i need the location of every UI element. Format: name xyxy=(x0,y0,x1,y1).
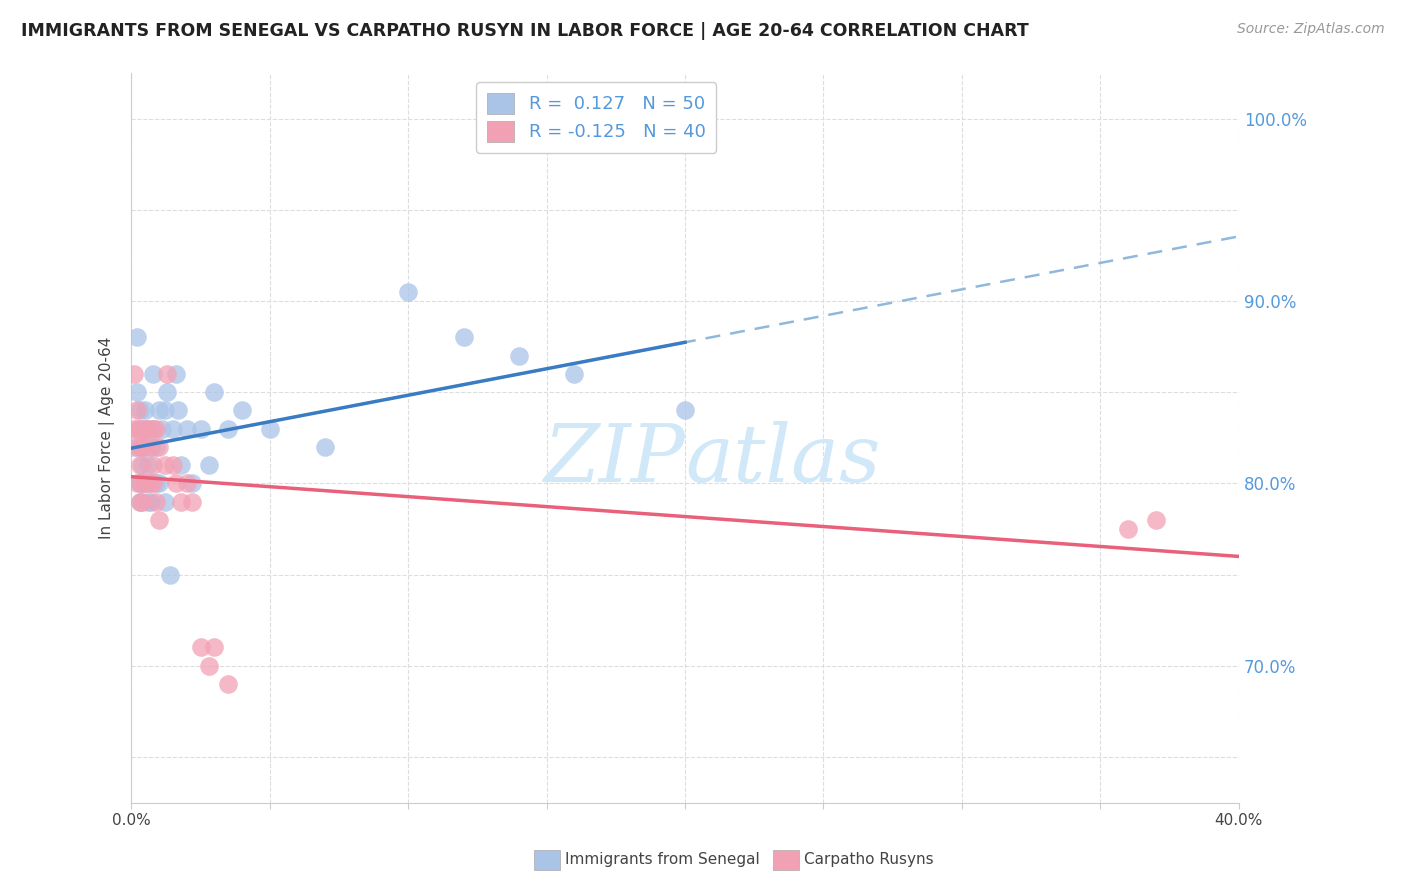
Point xyxy=(128,403,150,417)
Point xyxy=(134,440,156,454)
Point xyxy=(128,422,150,436)
Point xyxy=(148,440,170,454)
Point xyxy=(125,476,148,491)
Point xyxy=(314,440,336,454)
Point xyxy=(139,494,162,508)
Point xyxy=(673,403,696,417)
Point xyxy=(453,330,475,344)
Point xyxy=(159,567,181,582)
Point xyxy=(134,422,156,436)
Point xyxy=(139,476,162,491)
Point xyxy=(142,367,165,381)
Point xyxy=(134,403,156,417)
Point xyxy=(148,403,170,417)
Y-axis label: In Labor Force | Age 20-64: In Labor Force | Age 20-64 xyxy=(100,336,115,539)
Point xyxy=(128,476,150,491)
Point xyxy=(134,440,156,454)
Point xyxy=(198,658,221,673)
Point xyxy=(128,494,150,508)
Point xyxy=(508,349,530,363)
Text: ZIP: ZIP xyxy=(543,421,685,499)
Point xyxy=(128,440,150,454)
Text: IMMIGRANTS FROM SENEGAL VS CARPATHO RUSYN IN LABOR FORCE | AGE 20-64 CORRELATION: IMMIGRANTS FROM SENEGAL VS CARPATHO RUSY… xyxy=(21,22,1029,40)
Point xyxy=(148,513,170,527)
Point xyxy=(136,422,159,436)
Point xyxy=(202,385,225,400)
Point xyxy=(125,422,148,436)
Point xyxy=(165,476,187,491)
Point xyxy=(125,330,148,344)
Text: Immigrants from Senegal: Immigrants from Senegal xyxy=(565,853,761,867)
Point xyxy=(1144,513,1167,527)
Point xyxy=(136,476,159,491)
Point xyxy=(153,403,176,417)
Point xyxy=(1116,522,1139,536)
Point xyxy=(217,422,239,436)
Point xyxy=(142,476,165,491)
Text: Carpatho Rusyns: Carpatho Rusyns xyxy=(804,853,934,867)
Point xyxy=(131,440,153,454)
Point xyxy=(202,640,225,655)
Point xyxy=(125,385,148,400)
Point xyxy=(122,367,145,381)
Point xyxy=(139,440,162,454)
Point xyxy=(134,476,156,491)
Point xyxy=(145,422,167,436)
Point xyxy=(156,385,179,400)
Text: Source: ZipAtlas.com: Source: ZipAtlas.com xyxy=(1237,22,1385,37)
Point xyxy=(136,422,159,436)
Point xyxy=(142,422,165,436)
Point xyxy=(125,403,148,417)
Point xyxy=(128,458,150,472)
Point xyxy=(562,367,585,381)
Point xyxy=(165,367,187,381)
Point xyxy=(231,403,253,417)
Point xyxy=(136,494,159,508)
Point xyxy=(131,458,153,472)
Point xyxy=(198,458,221,472)
Point xyxy=(170,494,193,508)
Point xyxy=(131,476,153,491)
Point xyxy=(156,367,179,381)
Point xyxy=(396,285,419,299)
Point xyxy=(190,640,212,655)
Point xyxy=(131,476,153,491)
Point xyxy=(148,476,170,491)
Point xyxy=(145,440,167,454)
Point xyxy=(162,422,184,436)
Point xyxy=(134,422,156,436)
Point xyxy=(128,422,150,436)
Point xyxy=(153,458,176,472)
Point xyxy=(167,403,190,417)
Point xyxy=(181,494,204,508)
Point xyxy=(259,422,281,436)
Point xyxy=(136,458,159,472)
Point xyxy=(125,440,148,454)
Point xyxy=(131,494,153,508)
Point xyxy=(131,422,153,436)
Point xyxy=(122,422,145,436)
Point xyxy=(142,422,165,436)
Point xyxy=(217,677,239,691)
Point xyxy=(142,458,165,472)
Point xyxy=(190,422,212,436)
Point xyxy=(150,422,173,436)
Point xyxy=(170,458,193,472)
Point xyxy=(139,440,162,454)
Point xyxy=(162,458,184,472)
Point xyxy=(153,494,176,508)
Point xyxy=(176,476,198,491)
Point xyxy=(145,476,167,491)
Point xyxy=(176,422,198,436)
Point xyxy=(181,476,204,491)
Point xyxy=(122,440,145,454)
Point xyxy=(131,440,153,454)
Point xyxy=(128,494,150,508)
Point xyxy=(145,494,167,508)
Legend: R =  0.127   N = 50, R = -0.125   N = 40: R = 0.127 N = 50, R = -0.125 N = 40 xyxy=(477,82,717,153)
Text: atlas: atlas xyxy=(685,421,880,499)
Point xyxy=(134,476,156,491)
Point xyxy=(128,476,150,491)
